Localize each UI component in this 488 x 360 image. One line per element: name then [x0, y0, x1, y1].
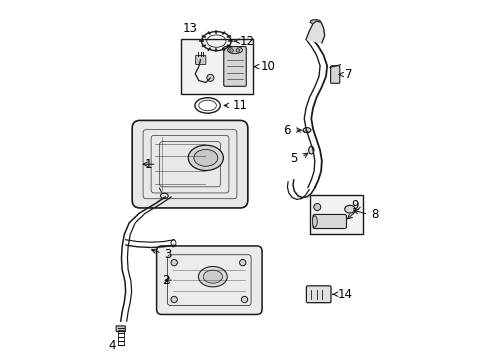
Text: 1: 1 — [144, 158, 152, 171]
FancyBboxPatch shape — [116, 326, 125, 332]
Text: 9: 9 — [350, 199, 358, 212]
Text: 10: 10 — [260, 60, 275, 73]
Text: 2: 2 — [162, 274, 170, 287]
FancyBboxPatch shape — [330, 66, 339, 83]
Text: 13: 13 — [183, 22, 198, 35]
Circle shape — [313, 203, 320, 211]
Text: 12: 12 — [239, 35, 254, 48]
Ellipse shape — [344, 205, 354, 213]
Polygon shape — [305, 21, 324, 43]
Circle shape — [171, 260, 177, 266]
FancyBboxPatch shape — [224, 46, 246, 86]
Text: 4: 4 — [108, 339, 116, 352]
FancyBboxPatch shape — [132, 120, 247, 208]
Text: 7: 7 — [345, 68, 352, 81]
Bar — [309, 195, 362, 234]
Ellipse shape — [309, 20, 320, 24]
Ellipse shape — [308, 146, 313, 154]
Circle shape — [229, 49, 233, 52]
Ellipse shape — [188, 145, 223, 171]
Ellipse shape — [312, 216, 317, 227]
Text: 14: 14 — [337, 288, 352, 301]
Bar — [181, 39, 253, 94]
Ellipse shape — [198, 266, 227, 287]
Ellipse shape — [203, 270, 222, 283]
Text: 3: 3 — [164, 248, 171, 261]
FancyBboxPatch shape — [306, 286, 330, 303]
Circle shape — [171, 296, 177, 303]
Text: 8: 8 — [370, 208, 378, 221]
Text: 11: 11 — [232, 99, 247, 112]
Ellipse shape — [303, 127, 310, 132]
FancyBboxPatch shape — [156, 246, 262, 315]
Text: 5: 5 — [290, 152, 297, 165]
FancyBboxPatch shape — [312, 215, 346, 229]
Circle shape — [236, 49, 239, 52]
Text: 6: 6 — [283, 123, 290, 136]
Bar — [118, 330, 123, 345]
Ellipse shape — [193, 149, 217, 166]
FancyBboxPatch shape — [195, 55, 205, 64]
Circle shape — [206, 75, 213, 81]
Circle shape — [239, 260, 245, 266]
Circle shape — [241, 296, 247, 303]
Ellipse shape — [227, 46, 242, 54]
